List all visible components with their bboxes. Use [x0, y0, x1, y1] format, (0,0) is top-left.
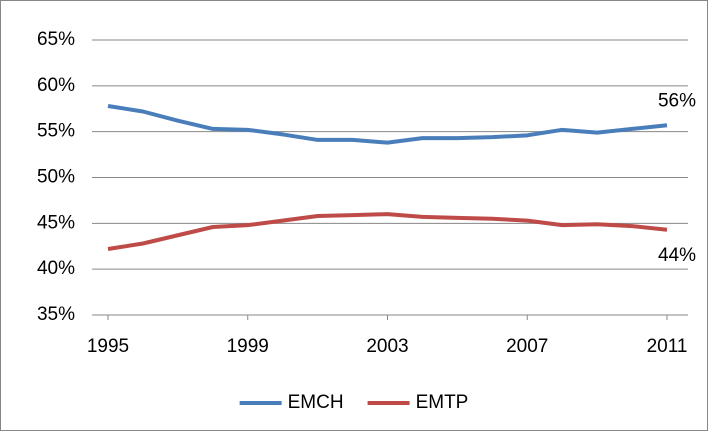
x-tick-label: 2007 — [506, 336, 548, 357]
x-tick-label: 1995 — [87, 336, 129, 357]
series-line — [107, 104, 668, 145]
x-tick-label: 1999 — [227, 336, 269, 357]
legend-label: EMCH — [288, 392, 344, 413]
y-tick-label: 35% — [37, 304, 75, 325]
y-tick-label: 40% — [37, 258, 75, 279]
y-tick-label: 50% — [37, 167, 75, 188]
x-tick-label: 2003 — [366, 336, 408, 357]
series-line — [107, 212, 668, 251]
y-tick-label: 55% — [37, 121, 75, 142]
y-tick-label: 60% — [37, 75, 75, 96]
data-label: 56% — [658, 90, 696, 111]
y-tick-label: 65% — [37, 29, 75, 50]
x-tick-label: 2011 — [647, 336, 688, 357]
data-label: 44% — [658, 245, 696, 266]
y-tick-label: 45% — [37, 212, 75, 233]
legend-label: EMTP — [416, 392, 469, 413]
